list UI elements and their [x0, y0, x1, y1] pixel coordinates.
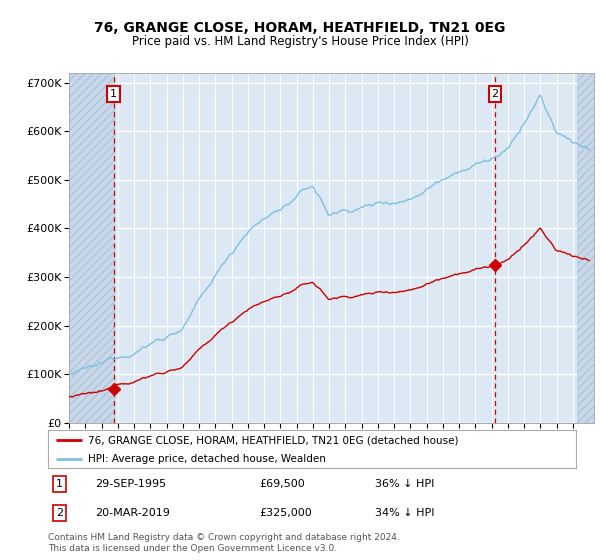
- Text: 29-SEP-1995: 29-SEP-1995: [95, 479, 167, 489]
- Text: 2: 2: [56, 508, 63, 518]
- Bar: [577, 73, 594, 423]
- Text: 1: 1: [56, 479, 63, 489]
- Text: 76, GRANGE CLOSE, HORAM, HEATHFIELD, TN21 0EG (detached house): 76, GRANGE CLOSE, HORAM, HEATHFIELD, TN2…: [88, 435, 458, 445]
- Text: 34% ↓ HPI: 34% ↓ HPI: [376, 508, 435, 518]
- Text: 20-MAR-2019: 20-MAR-2019: [95, 508, 170, 518]
- Text: Price paid vs. HM Land Registry's House Price Index (HPI): Price paid vs. HM Land Registry's House …: [131, 35, 469, 48]
- Text: HPI: Average price, detached house, Wealden: HPI: Average price, detached house, Weal…: [88, 454, 325, 464]
- Text: £69,500: £69,500: [259, 479, 305, 489]
- Text: 2: 2: [491, 89, 499, 99]
- Text: 76, GRANGE CLOSE, HORAM, HEATHFIELD, TN21 0EG: 76, GRANGE CLOSE, HORAM, HEATHFIELD, TN2…: [94, 21, 506, 35]
- Bar: [69, 73, 113, 423]
- Text: £325,000: £325,000: [259, 508, 312, 518]
- Text: 36% ↓ HPI: 36% ↓ HPI: [376, 479, 435, 489]
- Text: Contains HM Land Registry data © Crown copyright and database right 2024.
This d: Contains HM Land Registry data © Crown c…: [48, 533, 400, 553]
- Text: 1: 1: [110, 89, 117, 99]
